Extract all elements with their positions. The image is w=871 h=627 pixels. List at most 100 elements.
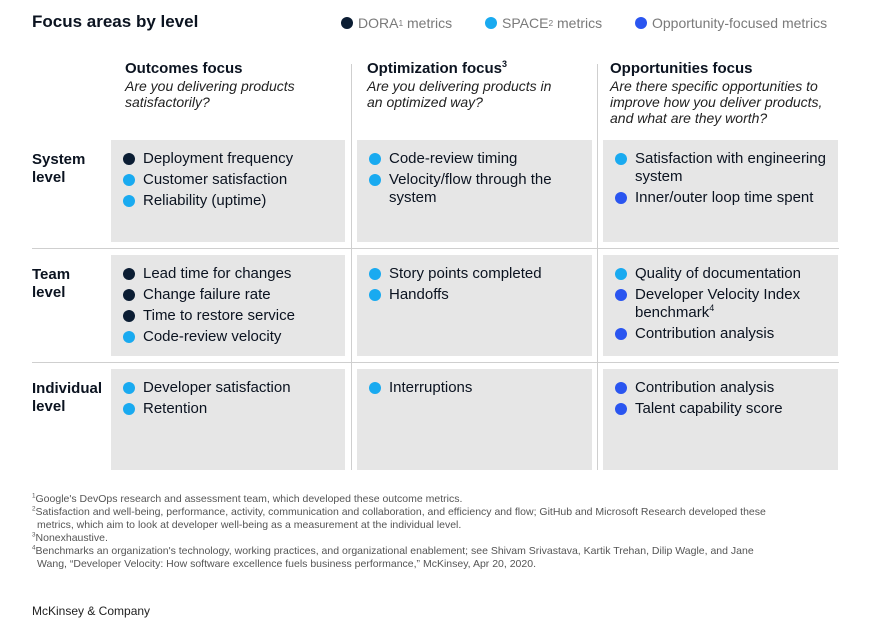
space-dot-icon [123, 403, 135, 415]
space-dot-icon [123, 174, 135, 186]
metric-item: Code-review velocity [123, 328, 335, 346]
footnote-text: Nonexhaustive. [35, 532, 108, 544]
metric-label: Developer Velocity Index benchmark4 [635, 286, 801, 321]
row-divider [32, 248, 839, 249]
cell-team-optimization: Story points completed Handoffs [357, 255, 592, 356]
footnote-mark: 3 [32, 531, 36, 539]
opportunity-dot-icon [615, 192, 627, 204]
metric-item: Talent capability score [615, 400, 828, 418]
column-title-sup: 3 [502, 59, 508, 69]
metric-item: Time to restore service [123, 307, 335, 325]
footnotes: 1Google's DevOps research and assessment… [32, 493, 832, 571]
footnote-4-continued: Wang, “Developer Velocity: How software … [37, 558, 536, 570]
metric-item: Handoffs [369, 286, 582, 304]
row-label-line: level [32, 284, 66, 301]
column-divider [597, 64, 598, 470]
footnote-4: 4Benchmarks an organization's technology… [32, 545, 832, 558]
column-title: Optimization focus3 [367, 60, 602, 78]
column-question: Are there specific opportunities to impr… [610, 78, 823, 126]
space-dot-icon [615, 268, 627, 280]
footnote-3: 3Nonexhaustive. [32, 532, 832, 545]
metric-item: Velocity/flow through the system [369, 171, 582, 207]
footnote-text: Google's DevOps research and assessment … [35, 493, 463, 505]
row-label-line: level [32, 398, 66, 415]
column-title: Opportunities focus [610, 60, 845, 78]
dora-dot-icon [341, 17, 353, 29]
space-dot-icon [369, 382, 381, 394]
dora-dot-icon [123, 153, 135, 165]
metric-item: Code-review timing [369, 150, 582, 168]
metric-item: Contribution analysis [615, 325, 828, 343]
cell-individual-outcomes: Developer satisfaction Retention [111, 369, 345, 470]
page-title: Focus areas by level [32, 12, 199, 31]
legend-item-dora: DORA 1 metrics [341, 15, 452, 31]
legend-space-label: SPACE [502, 15, 549, 31]
cell-system-optimization: Code-review timing Velocity/flow through … [357, 140, 592, 242]
column-title: Outcomes focus [125, 60, 360, 78]
metric-label: Inner/outer loop time spent [635, 189, 814, 206]
cell-individual-opportunities: Contribution analysis Talent capability s… [603, 369, 838, 470]
row-label-team: Team level [32, 266, 107, 302]
cell-system-opportunities: Satisfaction with engineering system Inne… [603, 140, 838, 242]
metric-label: Satisfaction with engineering system [635, 150, 826, 185]
column-header-outcomes: Outcomes focus Are you delivering produc… [125, 60, 360, 110]
column-divider [351, 64, 352, 470]
row-label-line: Individual [32, 380, 103, 397]
space-dot-icon [123, 195, 135, 207]
opportunity-dot-icon [615, 382, 627, 394]
metric-label: Retention [143, 400, 208, 417]
metric-item: Retention [123, 400, 335, 418]
metric-label: Quality of documentation [635, 265, 801, 282]
space-dot-icon [123, 382, 135, 394]
metric-label: Developer satisfaction [143, 379, 291, 396]
metric-item: Developer satisfaction [123, 379, 335, 397]
metric-item: Lead time for changes [123, 265, 335, 283]
legend-dora-suffix: metrics [403, 15, 453, 31]
metric-item: Interruptions [369, 379, 582, 397]
cell-individual-optimization: Interruptions [357, 369, 592, 470]
metric-item: Customer satisfaction [123, 171, 335, 189]
metric-item: Change failure rate [123, 286, 335, 304]
column-question: Are you delivering products in an optimi… [367, 78, 552, 110]
metric-label: Velocity/flow through the system [389, 171, 552, 206]
footnote-text: Benchmarks an organization's technology,… [35, 545, 754, 557]
metric-item: Deployment frequency [123, 150, 335, 168]
opportunity-dot-icon [635, 17, 647, 29]
column-title-text: Optimization focus [367, 60, 502, 77]
metric-label: Talent capability score [635, 400, 783, 417]
metric-label: Time to restore service [143, 307, 295, 324]
space-dot-icon [123, 331, 135, 343]
dora-dot-icon [123, 310, 135, 322]
metric-label: Reliability (uptime) [143, 192, 267, 209]
opportunity-dot-icon [615, 328, 627, 340]
opportunity-dot-icon [615, 403, 627, 415]
space-dot-icon [369, 174, 381, 186]
row-label-system: System level [32, 151, 107, 187]
column-question: Are you delivering products satisfactori… [125, 78, 295, 110]
row-label-line: Team [32, 266, 71, 283]
footnote-text: Satisfaction and well-being, performance… [35, 506, 766, 518]
metric-item: Reliability (uptime) [123, 192, 335, 210]
legend-space-suffix: metrics [553, 15, 603, 31]
cell-team-outcomes: Lead time for changes Change failure rate… [111, 255, 345, 356]
metric-label: Contribution analysis [635, 379, 775, 396]
metric-label: Customer satisfaction [143, 171, 288, 188]
row-label-line: System [32, 151, 86, 168]
metric-item: Story points completed [369, 265, 582, 283]
row-label-line: level [32, 169, 66, 186]
metric-item: Quality of documentation [615, 265, 828, 283]
space-dot-icon [615, 153, 627, 165]
legend-dora-label: DORA [358, 15, 399, 31]
metric-label: Contribution analysis [635, 325, 775, 342]
footnote-1: 1Google's DevOps research and assessment… [32, 493, 832, 506]
row-divider [32, 362, 839, 363]
metric-item: Inner/outer loop time spent [615, 189, 828, 207]
footnote-2-continued: metrics, which aim to look at developer … [37, 519, 462, 531]
metric-label: Code-review velocity [143, 328, 282, 345]
legend-item-space: SPACE 2 metrics [485, 15, 602, 31]
cell-system-outcomes: Deployment frequency Customer satisfactio… [111, 140, 345, 242]
column-title-text: Outcomes focus [125, 60, 243, 77]
metric-label: Deployment frequency [143, 150, 294, 167]
legend-item-opportunity: Opportunity-focused metrics [635, 15, 827, 31]
metric-label: Code-review timing [389, 150, 518, 167]
